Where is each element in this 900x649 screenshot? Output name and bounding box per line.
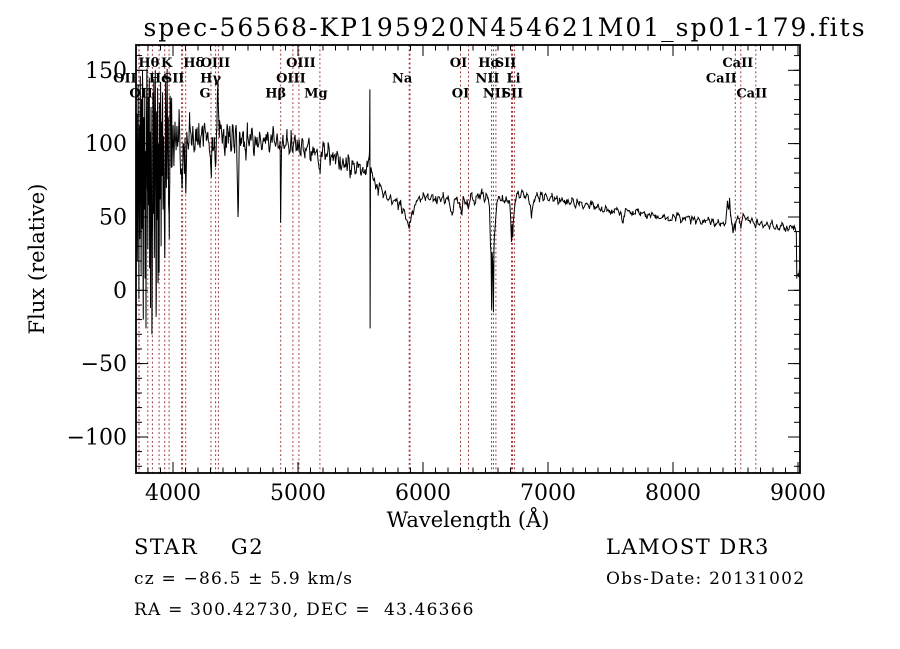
spectral-line-label: Mg — [304, 87, 327, 102]
spectral-line-label: He — [149, 72, 170, 87]
x-tick-label: 9000 — [770, 481, 826, 506]
spectrum-path — [135, 68, 801, 335]
spectral-line-label: NII — [475, 72, 499, 87]
x-tick-label: 6000 — [395, 481, 451, 506]
y-tick-label: 100 — [85, 132, 127, 157]
spectral-line-label: NII — [483, 87, 507, 102]
spectral-line-label: SII — [502, 87, 524, 102]
survey-label: LAMOST DR3 — [606, 535, 770, 559]
x-tick-label: 5000 — [270, 481, 326, 506]
spectral-line-label: OI — [450, 56, 467, 71]
obs-date-label: Obs-Date: 20131002 — [606, 569, 806, 589]
spectral-line-label: Hβ — [265, 87, 286, 102]
plot-frame — [135, 44, 801, 474]
y-tick-label: 50 — [99, 206, 127, 231]
spectral-line-label: OIII — [276, 72, 306, 87]
spectral-line-label: CaII — [722, 56, 753, 71]
spectral-line-label: OII — [129, 87, 153, 102]
spectral-line-label: Na — [392, 72, 413, 87]
plot-title: spec-56568-KP195920N454621M01_sp01-179.f… — [143, 13, 867, 42]
spectral-line-label: Hα — [478, 56, 500, 71]
spectrum-trace — [135, 68, 801, 335]
spectral-line-label: SII — [495, 56, 517, 71]
x-tick-label: 7000 — [520, 481, 576, 506]
coordinates-label: RA = 300.42730, DEC = 43.46366 — [134, 600, 475, 620]
axis-tick-labels: 4000 5000 6000 7000 8000 9000 150 100 50 0 −50 −100 — [67, 59, 826, 506]
spectral-line-label: Hγ — [200, 72, 221, 87]
spectral-line-label: CaII — [736, 87, 767, 102]
spectral-line-label: OIII — [201, 56, 231, 71]
y-tick-label: 0 — [113, 279, 127, 304]
spectral-line-label: OI — [452, 87, 469, 102]
spectral-line-label: Hθ — [138, 56, 159, 71]
classification-label: STAR G2 — [134, 535, 265, 559]
spectral-line-label: G — [199, 87, 210, 102]
spectral-line-label: Li — [506, 72, 520, 87]
spectral-line-label: K — [161, 56, 173, 71]
spectral-line-markers — [138, 45, 757, 473]
spectral-line-label: OIII — [286, 56, 316, 71]
x-axis-label: Wavelength (Å) — [387, 507, 550, 530]
spectral-line-label: CaII — [706, 72, 737, 87]
y-tick-label: 150 — [85, 59, 127, 84]
spectral-line-label: Hδ — [183, 56, 204, 71]
x-tick-label: 4000 — [145, 481, 201, 506]
y-axis-label: Flux (relative) — [25, 184, 49, 335]
spectral-line-label: SII — [163, 72, 185, 87]
axis-ticks — [136, 45, 800, 473]
y-tick-label: −50 — [81, 352, 127, 377]
y-tick-label: −100 — [67, 426, 127, 451]
spectral-line-label: OII — [113, 72, 137, 87]
spectrum-plot: 4000 5000 6000 7000 8000 9000 150 100 50 0 −50 −100… — [25, 44, 826, 532]
x-tick-label: 8000 — [645, 481, 701, 506]
radial-velocity-label: cz = −86.5 ± 5.9 km/s — [134, 569, 354, 589]
